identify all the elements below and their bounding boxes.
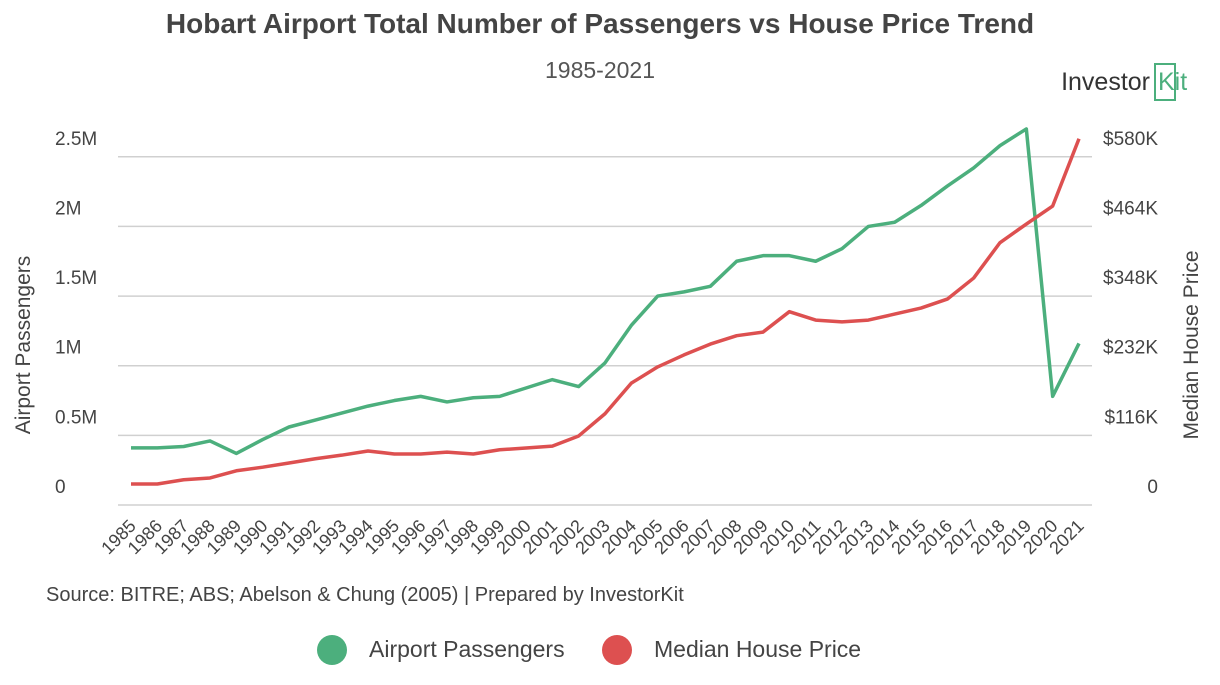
legend-label: Airport Passengers (369, 636, 565, 662)
y2-tick-label: 0 (1147, 477, 1158, 498)
logo-box (1154, 63, 1176, 101)
chart-subtitle: 1985-2021 (545, 57, 655, 83)
y-tick-label: 0 (55, 477, 66, 498)
logo-accent: Kit (1158, 68, 1187, 96)
y-tick-label: 1M (55, 338, 81, 359)
legend-label: Median House Price (654, 636, 861, 662)
y2-tick-label: $348K (1103, 268, 1158, 289)
y2-tick-label: $580K (1103, 129, 1158, 150)
y-axis-label: Airport Passengers (12, 256, 35, 435)
y-tick-label: 1.5M (55, 268, 97, 289)
source-note: Source: BITRE; ABS; Abelson & Chung (200… (46, 584, 684, 606)
y2-axis-label: Median House Price (1180, 250, 1203, 439)
series-line (131, 127, 1081, 456)
y-tick-label: 2.5M (55, 129, 97, 150)
logo-text: Investor (1061, 68, 1150, 96)
chart-title: Hobart Airport Total Number of Passenger… (166, 8, 1034, 39)
series-line (131, 138, 1081, 486)
y2-tick-label: $464K (1103, 198, 1158, 219)
y2-tick-label: $232K (1103, 338, 1158, 359)
legend-swatch (317, 635, 347, 665)
legend-swatch (602, 635, 632, 665)
y-tick-label: 0.5M (55, 407, 97, 428)
y-tick-label: 2M (55, 198, 81, 219)
y2-tick-label: $116K (1104, 407, 1158, 428)
